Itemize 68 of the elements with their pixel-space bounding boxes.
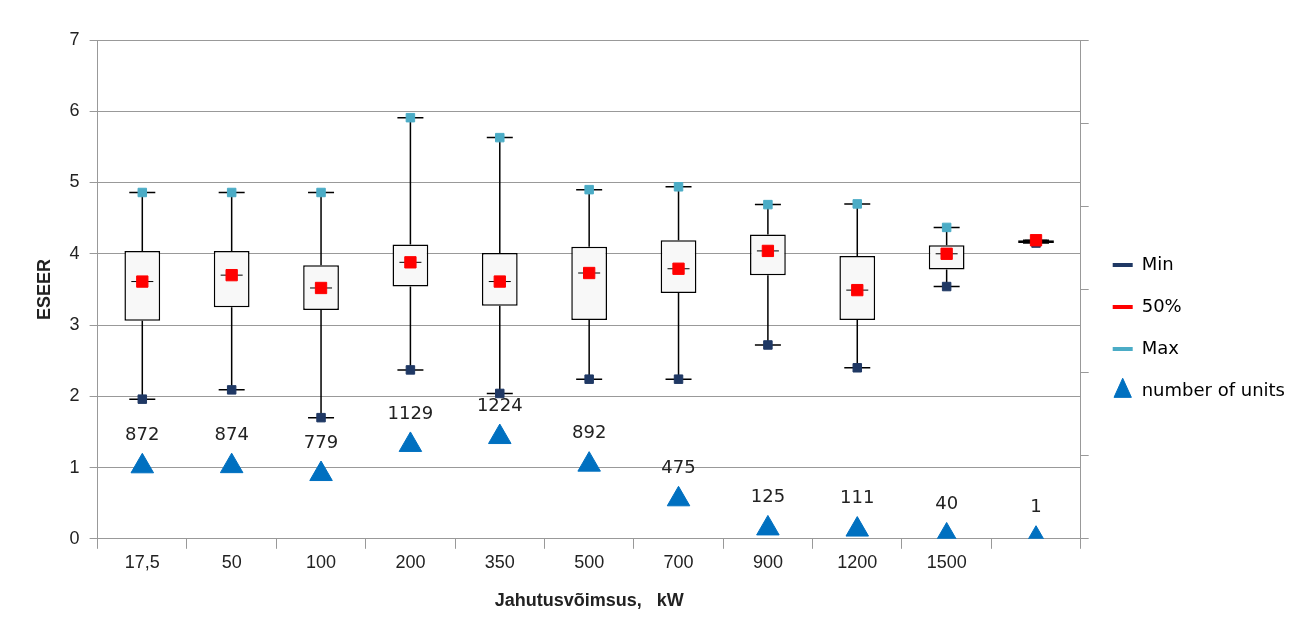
data-label: 874 (214, 422, 249, 444)
point (583, 266, 596, 280)
y-tick-label: 3 (69, 314, 80, 334)
point (763, 340, 773, 350)
point (666, 485, 691, 507)
point (941, 281, 952, 292)
data-label: 1129 (387, 401, 434, 423)
point (845, 516, 870, 537)
point (136, 275, 149, 288)
data-label: 872 (125, 422, 160, 444)
point (398, 431, 423, 452)
point (309, 460, 333, 482)
point (577, 451, 601, 472)
x-tick-label: 500 (574, 551, 605, 572)
data-label: 892 (571, 421, 607, 443)
x-tick-label: 1200 (837, 551, 878, 572)
point (316, 412, 326, 423)
point (584, 374, 594, 384)
x-tick-label: 17,5 (124, 551, 160, 572)
x-tick-label: 200 (395, 551, 426, 572)
point (488, 423, 512, 445)
data-label: 1 (1030, 495, 1042, 517)
legend-label: 50% (1141, 294, 1182, 316)
point (130, 452, 155, 474)
point (852, 199, 863, 209)
point (756, 514, 780, 536)
x-tick-label: 50 (221, 551, 242, 572)
y-tick-label: 1 (69, 456, 80, 477)
data-label: 125 (750, 485, 786, 507)
point (226, 187, 237, 198)
point (941, 222, 952, 233)
x-tick-label: 1500 (926, 551, 967, 572)
point (1029, 234, 1043, 247)
y-tick-label: 2 (69, 385, 80, 406)
x-tick-label: 700 (663, 551, 694, 572)
data-label: 475 (661, 455, 696, 477)
x-tick-label: 100 (306, 551, 337, 572)
point (495, 388, 505, 399)
point (852, 363, 863, 373)
point (584, 184, 594, 195)
y-tick-label: 5 (69, 171, 80, 192)
point (316, 187, 326, 198)
y-axis-title: ESEER (33, 258, 54, 320)
x-tick-label: 900 (752, 551, 783, 572)
legend-label: Max (1141, 336, 1180, 358)
x-tick-label: 350 (484, 551, 515, 572)
data-label: 779 (303, 430, 339, 452)
y-tick-label: 7 (69, 28, 80, 49)
point (673, 182, 684, 192)
point (851, 283, 864, 297)
legend-label: number of units (1141, 378, 1285, 400)
point (137, 394, 148, 404)
data-label: 40 (935, 492, 959, 514)
legend-label: Min (1141, 252, 1174, 274)
point (763, 199, 773, 210)
point (219, 452, 244, 474)
point (405, 112, 416, 123)
y-tick-label: 0 (69, 527, 80, 548)
y-tick-label: 4 (69, 242, 80, 263)
x-axis-title: Jahutusvõimsus, kW (494, 590, 684, 611)
point (137, 187, 148, 198)
data-label: 111 (840, 486, 875, 508)
point (495, 132, 505, 143)
point (673, 374, 684, 384)
point (226, 385, 237, 395)
data-label: 1224 (476, 393, 523, 415)
y-tick-label: 6 (69, 100, 80, 121)
point (405, 365, 416, 375)
